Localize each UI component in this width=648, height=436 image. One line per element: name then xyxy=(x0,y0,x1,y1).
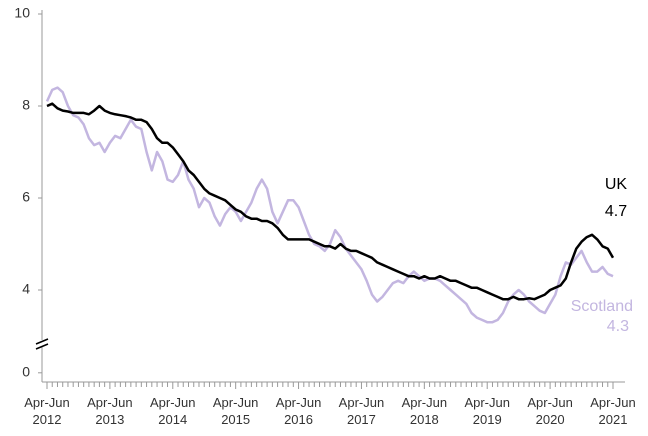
y-tick-label: 4 xyxy=(22,281,30,297)
x-tick-label: Apr-Jun 2014 xyxy=(150,395,196,427)
axis-break-gap xyxy=(36,340,48,347)
x-tick-label: Apr-Jun 2012 xyxy=(24,395,70,427)
series-line xyxy=(46,102,615,301)
legend-label: Scotland xyxy=(571,298,633,315)
axis-break xyxy=(35,338,49,345)
x-tick-label: Apr-Jun 2021 xyxy=(590,395,636,427)
series-line xyxy=(45,86,614,324)
data-label: 4.3 xyxy=(607,318,629,335)
x-tick-label: Apr-Jun 2016 xyxy=(275,395,322,427)
y-tick-label: 10 xyxy=(14,5,30,21)
axis-break xyxy=(35,343,49,350)
x-tick-label: Apr-Jun 2020 xyxy=(527,395,573,427)
legend-label: UK xyxy=(605,176,628,193)
x-tick-label: Apr-Jun 2013 xyxy=(87,395,133,427)
data-label: 4.7 xyxy=(605,203,627,220)
x-tick-label: Apr-Jun 2017 xyxy=(338,395,385,427)
y-tick-label: 0 xyxy=(22,364,30,380)
x-tick-label: Apr-Jun 2019 xyxy=(464,395,510,427)
x-tick-label: Apr-Jun 2018 xyxy=(401,395,448,427)
x-tick-label: Apr-Jun 2015 xyxy=(212,395,259,427)
y-tick-label: 8 xyxy=(22,97,30,113)
y-tick-label: 6 xyxy=(22,189,30,205)
